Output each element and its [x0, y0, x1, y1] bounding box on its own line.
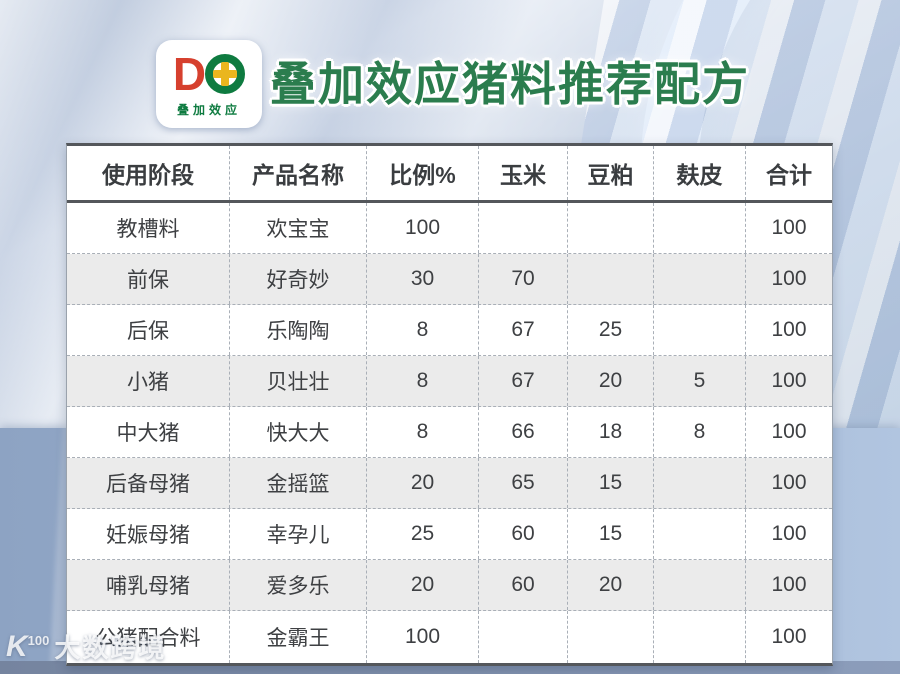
table-cell: 70 [479, 254, 568, 304]
column-header: 麸皮 [654, 146, 746, 200]
brand-logo: D 叠加效应 [156, 40, 262, 128]
table-cell: 30 [367, 254, 479, 304]
table-cell: 乐陶陶 [230, 305, 367, 355]
table-cell [654, 611, 746, 663]
table-cell [654, 305, 746, 355]
table-cell: 8 [654, 407, 746, 457]
table-cell [654, 254, 746, 304]
table-cell: 20 [367, 458, 479, 508]
logo-letter-d: D [172, 47, 206, 100]
table-cell: 爱多乐 [230, 560, 367, 610]
table-cell: 金摇篮 [230, 458, 367, 508]
table-cell: 小猪 [67, 356, 230, 406]
table-cell: 贝壮壮 [230, 356, 367, 406]
column-header: 合计 [766, 162, 812, 188]
brand-logo-caption: 叠加效应 [176, 102, 241, 117]
table-cell: 100 [367, 203, 479, 253]
table-header-row: 使用阶段 产品名称 比例% 玉米 豆粕 麸皮 合计 [67, 146, 832, 203]
table-cell: 25 [367, 509, 479, 559]
table-cell [568, 254, 654, 304]
table-cell: 8 [367, 305, 479, 355]
table-cell: 60 [479, 509, 568, 559]
watermark-logo-icon: K100 [6, 629, 50, 663]
table-cell: 100 [771, 471, 807, 494]
table-cell: 100 [367, 611, 479, 663]
table-cell: 妊娠母猪 [67, 509, 230, 559]
table-cell: 100 [771, 318, 807, 341]
table-cell: 66 [479, 407, 568, 457]
table-cell: 哺乳母猪 [67, 560, 230, 610]
table-cell: 欢宝宝 [230, 203, 367, 253]
table-cell [654, 458, 746, 508]
table-cell: 100 [771, 420, 807, 443]
watermark: K100 大数跨境 [6, 628, 166, 665]
table-row: 哺乳母猪 爱多乐 20 60 20 100 [67, 560, 832, 611]
table-cell: 金霸王 [230, 611, 367, 663]
table-cell: 好奇妙 [230, 254, 367, 304]
table-cell: 100 [771, 216, 807, 239]
table-row: 妊娠母猪 幸孕儿 25 60 15 100 [67, 509, 832, 560]
table-cell: 5 [654, 356, 746, 406]
table-cell [654, 560, 746, 610]
table-cell: 67 [479, 356, 568, 406]
table-row: 后保 乐陶陶 8 67 25 100 [67, 305, 832, 356]
table-cell: 100 [771, 625, 807, 648]
column-header: 使用阶段 [67, 146, 230, 200]
column-header: 比例% [367, 146, 479, 200]
column-header: 产品名称 [230, 146, 367, 200]
table-cell [654, 509, 746, 559]
table-row: 中大猪 快大大 8 66 18 8 100 [67, 407, 832, 458]
table-cell: 100 [771, 573, 807, 596]
feed-table: 使用阶段 产品名称 比例% 玉米 豆粕 麸皮 合计 教槽料 欢宝宝 100 100 前保 好奇妙 30 7… [66, 143, 833, 666]
table-cell: 20 [367, 560, 479, 610]
table-cell: 25 [568, 305, 654, 355]
column-header: 玉米 [479, 146, 568, 200]
table-cell: 8 [367, 407, 479, 457]
brand-mark: D [172, 47, 246, 100]
watermark-text: 大数跨境 [54, 633, 167, 663]
table-cell: 后备母猪 [67, 458, 230, 508]
table-cell: 中大猪 [67, 407, 230, 457]
table-cell: 前保 [67, 254, 230, 304]
table-cell: 8 [367, 356, 479, 406]
table-cell: 后保 [67, 305, 230, 355]
table-cell [568, 203, 654, 253]
table-cell: 100 [771, 522, 807, 545]
table-row: 小猪 贝壮壮 8 67 20 5 100 [67, 356, 832, 407]
table-cell [479, 203, 568, 253]
table-cell: 快大大 [230, 407, 367, 457]
column-header: 豆粕 [568, 146, 654, 200]
table-row: 前保 好奇妙 30 70 100 [67, 254, 832, 305]
table-cell: 100 [771, 369, 807, 392]
table-cell: 60 [479, 560, 568, 610]
plus-in-circle-icon [205, 53, 246, 94]
page-title: 叠加效应猪料推荐配方 [270, 59, 750, 110]
table-cell: 公猪配合料 [67, 611, 230, 663]
table-body: 教槽料 欢宝宝 100 100 前保 好奇妙 30 70 100 后保 乐陶陶 8 67 25 100 小猪贝… [67, 203, 832, 663]
cross-bar-vertical [221, 61, 230, 86]
table-cell: 67 [479, 305, 568, 355]
table-cell: 18 [568, 407, 654, 457]
table-row: 后备母猪 金摇篮 20 65 15 100 [67, 458, 832, 509]
table-cell: 20 [568, 356, 654, 406]
table-cell: 65 [479, 458, 568, 508]
table-cell: 教槽料 [67, 203, 230, 253]
table-cell [654, 203, 746, 253]
table-row: 公猪配合料 金霸王 100 100 [67, 611, 832, 663]
table-cell: 100 [771, 267, 807, 290]
table-cell [568, 611, 654, 663]
table-cell: 15 [568, 458, 654, 508]
table-cell: 20 [568, 560, 654, 610]
table-cell [479, 611, 568, 663]
table-cell: 15 [568, 509, 654, 559]
table-cell: 幸孕儿 [230, 509, 367, 559]
table-row: 教槽料 欢宝宝 100 100 [67, 203, 832, 254]
